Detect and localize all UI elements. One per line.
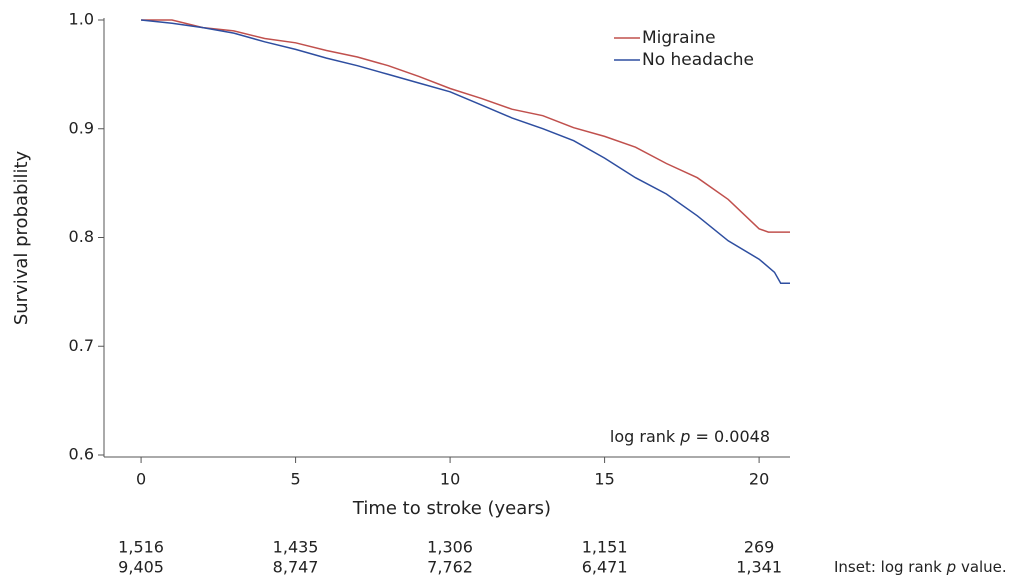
legend-label: No headache — [642, 50, 754, 70]
y-tick-label: 0.6 — [69, 445, 94, 464]
caption-text: Inset: log rank — [834, 558, 947, 576]
risk-count: 1,516 — [118, 538, 164, 557]
risk-count: 1,151 — [582, 538, 628, 557]
y-tick-label: 0.8 — [69, 227, 94, 246]
y-axis-label: Survival probability — [11, 150, 32, 325]
survival-curve — [141, 19, 790, 233]
caption-italic: p — [946, 558, 957, 576]
annotation: log rank p = 0.0048 — [610, 427, 770, 446]
risk-count: 1,341 — [736, 558, 782, 577]
y-tick-label: 1.0 — [69, 10, 94, 29]
x-tick-label: 0 — [136, 470, 146, 489]
x-tick-label: 10 — [440, 470, 460, 489]
annotation-italic: p — [679, 427, 690, 446]
annotation-text: = 0.0048 — [690, 427, 770, 446]
x-axis-label: Time to stroke (years) — [352, 498, 551, 519]
caption: Inset: log rank p value. — [834, 558, 1007, 576]
risk-count: 9,405 — [118, 558, 164, 577]
risk-count: 1,435 — [273, 538, 319, 557]
x-tick-label: 15 — [594, 470, 614, 489]
annotation-text: log rank — [610, 427, 680, 446]
y-tick-label: 0.9 — [69, 118, 94, 137]
survival-curve — [141, 19, 790, 284]
x-tick-label: 5 — [290, 470, 300, 489]
risk-count: 8,747 — [273, 558, 319, 577]
caption-text: value. — [956, 558, 1007, 576]
risk-count: 7,762 — [427, 558, 473, 577]
risk-count: 269 — [744, 538, 775, 557]
x-tick-label: 20 — [749, 470, 769, 489]
y-tick-label: 0.7 — [69, 336, 94, 355]
legend-label: Migraine — [642, 28, 716, 48]
risk-count: 1,306 — [427, 538, 473, 557]
risk-count: 6,471 — [582, 558, 628, 577]
